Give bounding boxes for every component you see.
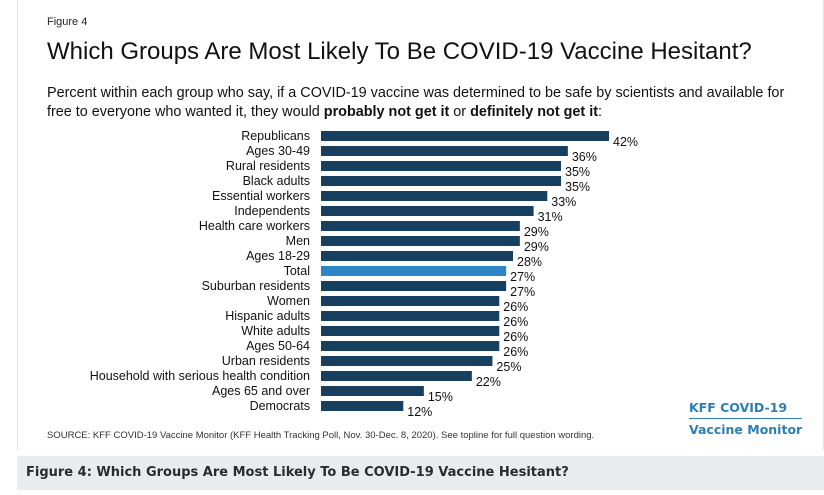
data-label: 27% <box>510 270 535 284</box>
bar <box>321 281 507 291</box>
data-label: 28% <box>517 255 542 269</box>
data-label: 35% <box>565 165 590 179</box>
category-label: White adults <box>241 324 310 338</box>
category-label: Rural residents <box>226 159 310 173</box>
data-label: 31% <box>538 210 563 224</box>
bar <box>321 356 493 366</box>
data-label: 42% <box>613 135 638 149</box>
data-label: 26% <box>503 330 528 344</box>
bar <box>321 341 500 351</box>
category-label: Urban residents <box>222 354 310 368</box>
bar <box>321 296 500 306</box>
data-label: 26% <box>503 315 528 329</box>
bar <box>321 176 561 186</box>
figure-caption: Figure 4: Which Groups Are Most Likely T… <box>17 456 824 490</box>
bar <box>321 146 568 156</box>
category-label: Essential workers <box>212 189 310 203</box>
bar-total-highlight <box>321 266 507 276</box>
bar <box>321 251 513 261</box>
bar <box>321 326 500 336</box>
data-label: 29% <box>524 225 549 239</box>
brand-line-1: KFF COVID-19 <box>689 399 803 419</box>
chart-subtitle: Percent within each group who say, if a … <box>47 84 807 122</box>
figure-label: Figure 4 <box>47 16 88 28</box>
subtitle-emphasis-1: probably not get it <box>323 104 450 120</box>
category-label: Men <box>286 234 310 248</box>
category-label: Ages 30-49 <box>246 144 310 158</box>
data-label: 35% <box>565 180 590 194</box>
category-label: Women <box>267 294 310 308</box>
bar <box>321 221 520 231</box>
category-label: Household with serious health condition <box>90 369 310 383</box>
category-label: Ages 50-64 <box>246 339 310 353</box>
brand-line-2: Vaccine Monitor <box>689 422 803 437</box>
category-label: Hispanic adults <box>225 309 310 323</box>
category-label: Suburban residents <box>202 279 310 293</box>
subtitle-end: : <box>598 104 603 120</box>
data-label: 12% <box>407 405 432 419</box>
bar <box>321 206 534 216</box>
category-label: Democrats <box>250 399 310 413</box>
data-label: 29% <box>524 240 549 254</box>
data-label: 15% <box>428 390 453 404</box>
bar <box>321 371 472 381</box>
category-label: Black adults <box>243 174 310 188</box>
category-label: Total <box>284 264 310 278</box>
subtitle-text: Percent within each group who say, if a … <box>47 85 785 120</box>
source-note: SOURCE: KFF COVID-19 Vaccine Monitor (KF… <box>47 430 595 441</box>
bar <box>321 401 404 411</box>
data-label: 26% <box>503 300 528 314</box>
data-label: 25% <box>496 360 521 374</box>
bar <box>321 161 561 171</box>
data-label: 33% <box>551 195 576 209</box>
bar <box>321 131 609 141</box>
data-label: 22% <box>476 375 501 389</box>
data-label: 36% <box>572 150 597 164</box>
bar-chart: Republicans 42% Ages 30-49 36% Rural residen… <box>90 129 638 419</box>
data-label: 27% <box>510 285 535 299</box>
subtitle-emphasis-2: definitely not get it <box>470 104 599 120</box>
category-label: Independents <box>234 204 310 218</box>
category-label: Health care workers <box>199 219 310 233</box>
bar <box>321 236 520 246</box>
bar <box>321 311 500 321</box>
kff-brand-logo: KFF COVID-19 Vaccine Monitor <box>689 399 803 439</box>
bar <box>321 191 548 201</box>
category-label: Ages 18-29 <box>246 249 310 263</box>
data-label: 26% <box>503 345 528 359</box>
category-label: Republicans <box>241 129 310 143</box>
category-label: Ages 65 and over <box>212 384 310 398</box>
subtitle-connector: or <box>449 104 471 120</box>
chart-title: Which Groups Are Most Likely To Be COVID… <box>47 38 752 65</box>
bar <box>321 386 424 396</box>
